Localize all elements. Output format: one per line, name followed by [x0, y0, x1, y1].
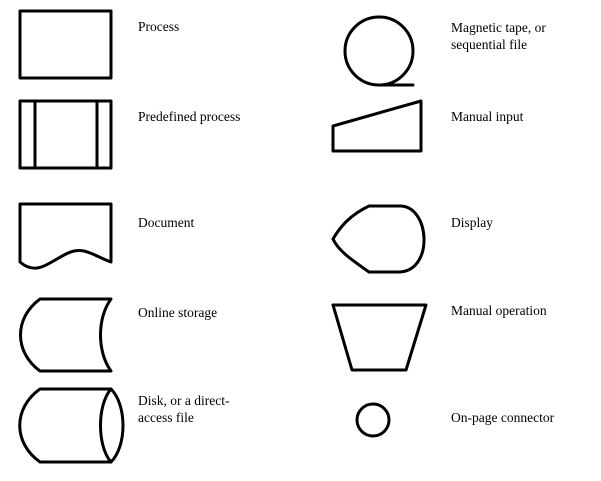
process-symbol-icon [18, 9, 113, 80]
online-storage-label: Online storage [138, 305, 218, 320]
magnetic-tape-label: Magnetic tape, or sequential file [451, 20, 546, 52]
disk-symbol-icon [18, 387, 125, 464]
manual-input-label: Manual input [451, 109, 524, 124]
manual-operation-symbol-icon [331, 303, 428, 372]
predefined-process-symbol-icon [18, 99, 113, 170]
magnetic-tape-symbol-icon [343, 15, 415, 87]
connector-label: On-page connector [451, 410, 555, 425]
disk-label: Disk, or a direct- access file [138, 393, 230, 425]
display-label: Display [451, 215, 493, 230]
display-symbol-icon [331, 204, 426, 274]
process-label: Process [138, 19, 180, 34]
online-storage-symbol-icon [19, 297, 113, 373]
document-label: Document [138, 215, 195, 230]
manual-operation-label: Manual operation [451, 303, 547, 318]
predefined-process-label: Predefined process [138, 109, 241, 124]
manual-input-symbol-icon [331, 99, 423, 153]
connector-symbol-icon [355, 402, 391, 438]
document-symbol-icon [18, 202, 113, 270]
